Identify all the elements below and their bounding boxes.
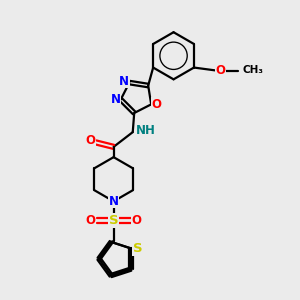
- Text: O: O: [85, 134, 96, 148]
- Text: N: N: [119, 75, 129, 88]
- Text: S: S: [133, 242, 142, 255]
- Text: S: S: [109, 214, 118, 227]
- Text: O: O: [152, 98, 161, 111]
- Text: N: N: [109, 195, 118, 208]
- Text: O: O: [85, 214, 96, 227]
- Text: N: N: [110, 93, 121, 106]
- Text: O: O: [215, 64, 226, 77]
- Text: CH₃: CH₃: [242, 65, 263, 76]
- Text: NH: NH: [136, 124, 156, 137]
- Text: O: O: [132, 214, 142, 227]
